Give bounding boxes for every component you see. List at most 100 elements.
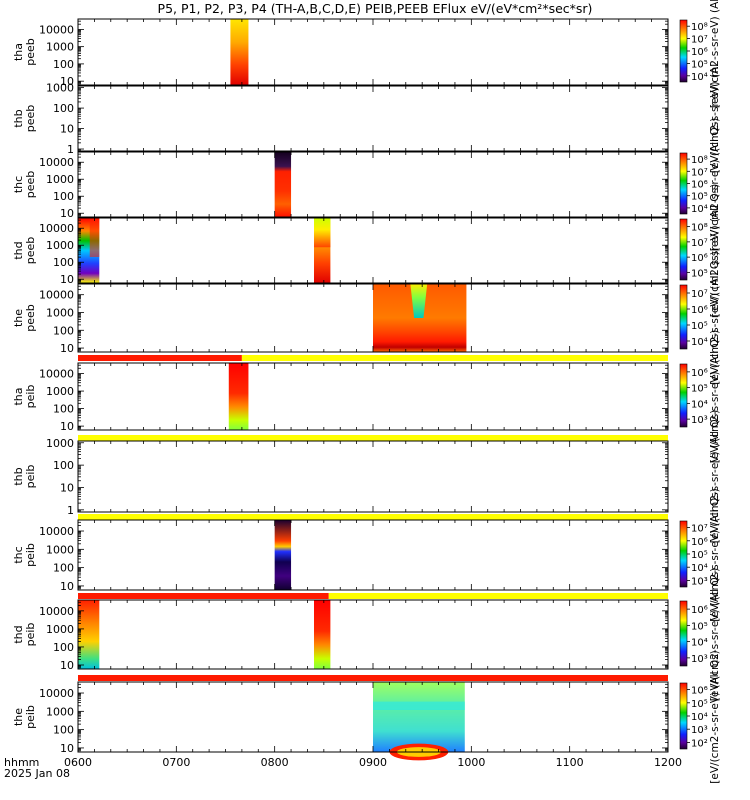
panel-thd_peib: 10 100 1000 10000 thd peib 10³ 10⁴ 10⁵ 10⁶ [eV/(cm… xyxy=(12,568,721,701)
y-tick-label: 1000 xyxy=(46,173,74,186)
y-axis-label: the xyxy=(12,309,25,327)
panel-frame xyxy=(77,519,669,591)
colorbar-tick-label: 10³ xyxy=(691,654,708,665)
y-tick-label: 1000 xyxy=(46,705,74,718)
colorbar-tick-label: 10⁵ xyxy=(691,321,708,332)
y-axis-label: thc xyxy=(12,176,25,193)
y-tick-label: 1000 xyxy=(46,543,74,556)
panel-frame xyxy=(77,151,669,218)
y-tick-label: 1000 xyxy=(46,437,74,450)
colorbar-label: [eV/(cm2-s-sr-eV) (All Qs) xyxy=(709,330,721,463)
y-tick-label: 1000 xyxy=(46,306,74,319)
y-axis-label: peeb xyxy=(24,38,37,66)
colorbar xyxy=(679,600,688,667)
flag-segment xyxy=(78,514,668,520)
colorbar xyxy=(679,363,688,428)
colorbar-tick-label: 10⁶ xyxy=(691,305,708,316)
y-tick-label: 10 xyxy=(60,342,74,355)
y-tick-label: 1000 xyxy=(46,385,74,398)
x-tick-label: 0800 xyxy=(261,756,289,769)
spectrum-detail xyxy=(410,284,428,318)
flag-segment xyxy=(78,435,668,441)
y-tick-label: 10000 xyxy=(39,368,74,381)
colorbar-tick-label: 10⁶ xyxy=(691,537,708,548)
x-axis: hhmm 2025 Jan 08 0600 0700 0800 0900 1000 110… xyxy=(4,756,682,780)
panel-thb_peeb: 1 10 100 1000 thb peeb [eV/(cm2-s-sr-eV) (Al xyxy=(12,64,721,173)
x-axis-label: hhmm xyxy=(4,756,39,769)
y-tick-label: 10 xyxy=(60,123,74,136)
spectrum-block xyxy=(274,520,292,590)
y-axis-label: thc xyxy=(12,546,25,563)
colorbar-tick-label: 10⁵ xyxy=(691,384,708,395)
colorbar-tick-label: 10⁷ xyxy=(691,167,708,178)
y-tick-label: 10 xyxy=(60,742,74,755)
colorbar-tick-label: 10⁷ xyxy=(691,35,708,46)
x-tick-label: 0900 xyxy=(359,756,387,769)
y-axis-label: peib xyxy=(24,465,37,489)
y-tick-label: 1000 xyxy=(46,82,74,95)
panel-the_peib: 10 100 1000 10000 the peib 10² 10³ 10⁴ 10⁵ 10⁶ [eV/… xyxy=(12,650,721,783)
y-tick-label: 100 xyxy=(53,256,74,269)
colorbar-label: [eV/(cm2-s-sr-eV) (All Qs) xyxy=(709,184,721,317)
colorbar xyxy=(679,682,688,750)
x-tick-label: 1100 xyxy=(556,756,584,769)
colorbar-tick-label: 10⁶ xyxy=(691,368,708,379)
colorbar-tick-label: 10⁴ xyxy=(691,712,708,723)
colorbar-tick-label: 10⁸ xyxy=(691,22,708,33)
y-tick-label: 100 xyxy=(53,641,74,654)
colorbar xyxy=(679,520,688,588)
panel-frame xyxy=(77,18,669,86)
x-tick-label: 0700 xyxy=(162,756,190,769)
flag-segment xyxy=(78,675,668,681)
y-axis-label: thd xyxy=(12,241,25,259)
y-tick-label: 1000 xyxy=(46,239,74,252)
colorbar-tick-label: 10⁶ xyxy=(691,47,708,58)
colorbar-tick-label: 10⁶ xyxy=(691,686,708,697)
y-tick-label: 10 xyxy=(60,580,74,593)
colorbar-tick-label: 10⁵ xyxy=(691,192,708,203)
panel-thd_peeb: 10 100 1000 10000 thd peeb 10⁵ 10⁶ 10⁷ 10⁸ [eV/(cm… xyxy=(12,184,721,317)
colorbar-tick-label: 10⁴ xyxy=(691,337,708,348)
y-tick-label: 10000 xyxy=(39,605,74,618)
y-tick-label: 10000 xyxy=(39,525,74,538)
colorbar-tick-label: 10² xyxy=(691,738,708,749)
spectrum-block xyxy=(274,152,292,217)
y-tick-label: 10000 xyxy=(39,687,74,700)
colorbar-tick-label: 10⁵ xyxy=(691,699,708,710)
y-axis-label: thd xyxy=(12,625,25,643)
y-tick-label: 10 xyxy=(60,481,74,494)
x-tick-label: 0600 xyxy=(64,756,92,769)
y-tick-label: 10 xyxy=(60,207,74,220)
colorbar-tick-label: 10⁷ xyxy=(691,289,708,300)
panel-frame xyxy=(77,599,669,670)
y-axis-label: the xyxy=(12,708,25,726)
colorbar-tick-label: 10³ xyxy=(691,725,708,736)
y-tick-label: 100 xyxy=(53,403,74,416)
y-tick-label: 10000 xyxy=(39,23,74,36)
flag-segment xyxy=(328,593,668,599)
y-tick-label: 1000 xyxy=(46,41,74,54)
colorbar-tick-label: 10⁵ xyxy=(691,268,708,279)
x-tick-label: 1200 xyxy=(654,756,682,769)
y-tick-label: 100 xyxy=(53,459,74,472)
plot-title: P5, P1, P2, P3, P4 (TH-A,B,C,D,E) PEIB,P… xyxy=(158,1,593,16)
y-tick-label: 100 xyxy=(53,190,74,203)
y-tick-label: 100 xyxy=(53,724,74,737)
y-tick-label: 10000 xyxy=(39,222,74,235)
spectrum-detail xyxy=(373,701,465,710)
spectrum-detail xyxy=(89,218,100,257)
colorbar-label: [eV/(cm2-s-sr-eV) (Al xyxy=(709,64,721,173)
y-axis-label: tha xyxy=(12,387,25,405)
y-axis-label: peeb xyxy=(24,105,37,133)
colorbar-tick-label: 10⁷ xyxy=(691,524,708,535)
y-axis-label: thb xyxy=(12,109,25,127)
colorbar-label: [eV/(cm2-s-sr-eV) (All Qs) xyxy=(709,410,721,543)
spectrum-block xyxy=(228,363,249,430)
colorbar-tick-label: 10⁶ xyxy=(691,180,708,191)
spectrum-block xyxy=(230,19,249,85)
colorbar-tick-label: 10⁸ xyxy=(691,155,708,166)
colorbar xyxy=(679,218,688,281)
colorbar-label: [eV/(cm2-s-sr-eV) (All Qs) xyxy=(709,118,721,251)
flag-segment xyxy=(78,355,242,361)
